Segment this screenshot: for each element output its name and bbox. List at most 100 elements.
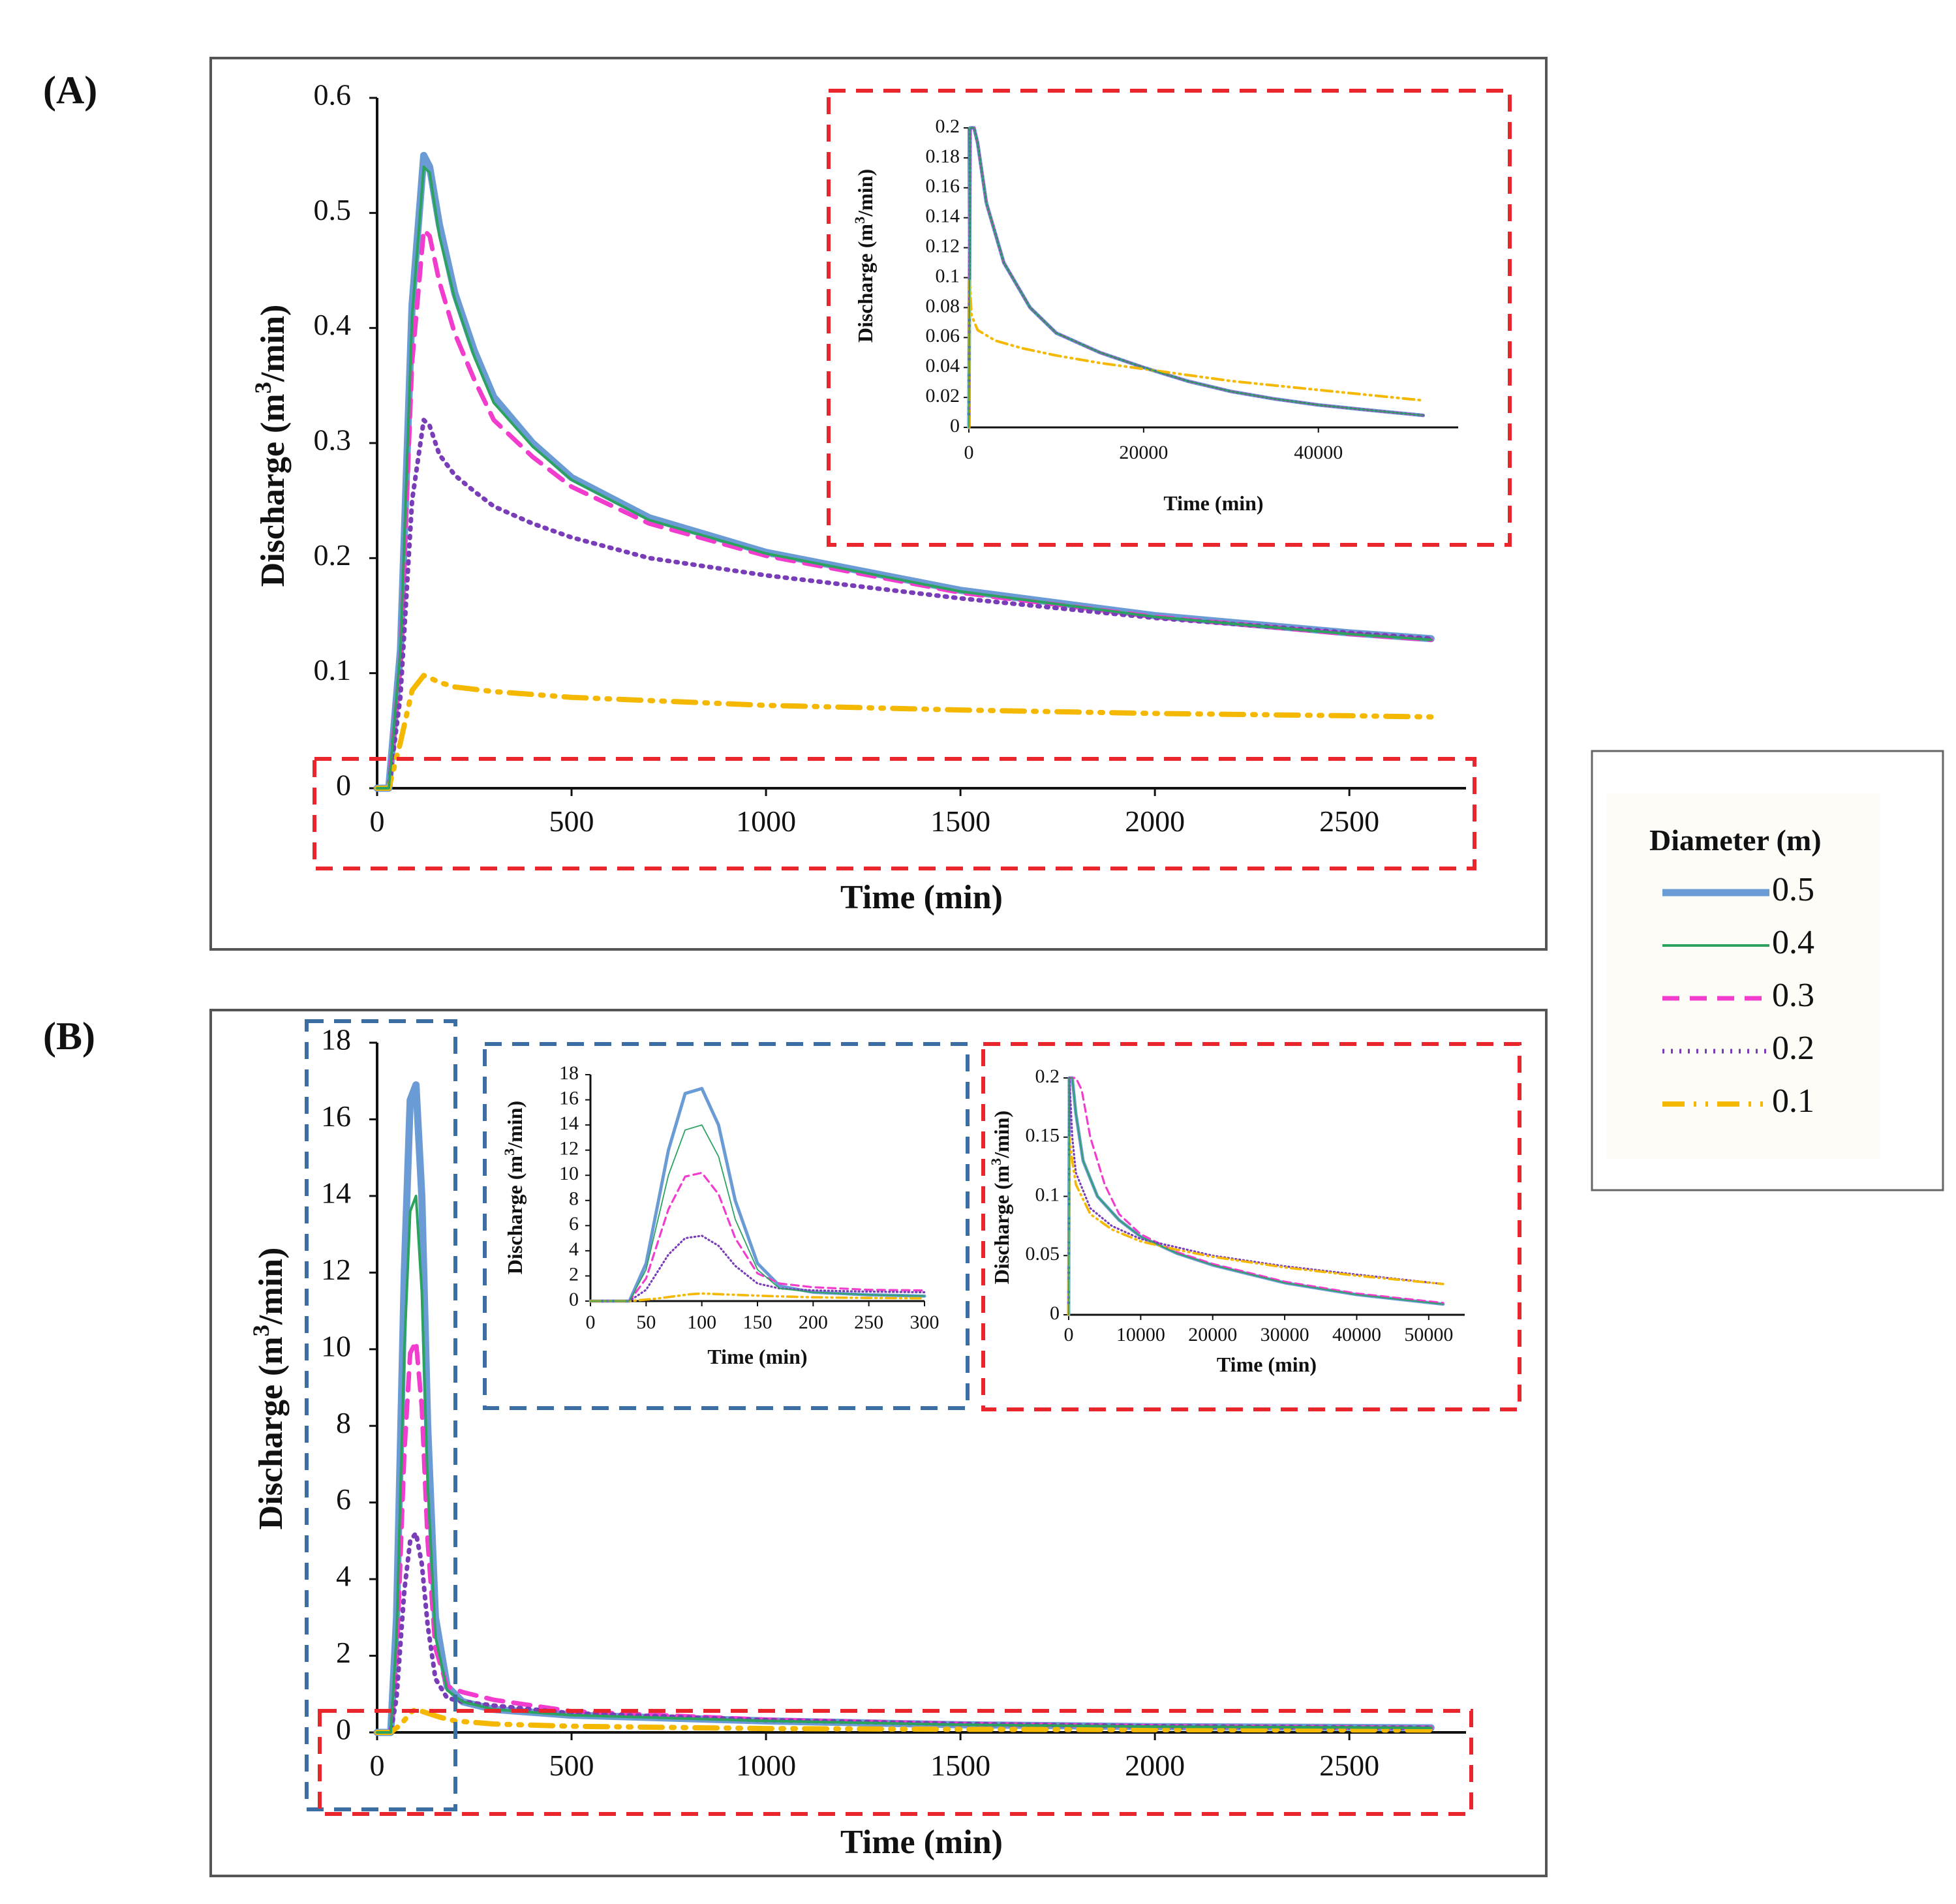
x-tick-label: 500 — [549, 805, 594, 838]
y-tick-label: 10 — [559, 1163, 579, 1184]
x-tick-label: 50 — [636, 1312, 656, 1333]
panel-a-frame — [209, 57, 1548, 951]
y-tick-label: 10 — [321, 1329, 351, 1362]
y-tick-label: 8 — [336, 1406, 351, 1439]
x-tick-label: 250 — [854, 1312, 883, 1333]
series-line-03 — [1067, 1077, 1444, 1316]
x-tick-label: 1500 — [930, 1749, 990, 1782]
y-tick-label: 0.2 — [936, 115, 960, 137]
x-tick-label: 2000 — [1125, 1749, 1185, 1782]
x-tick-label: 200 — [799, 1312, 828, 1333]
y-tick-label: 16 — [559, 1087, 579, 1109]
y-tick-label: 0.4 — [314, 308, 352, 341]
legend-label-03: 0.3 — [1772, 977, 1814, 1014]
y-tick-label: 0.16 — [926, 176, 960, 197]
y-tick-label: 0.1 — [936, 265, 960, 286]
x-tick-label: 2000 — [1125, 805, 1185, 838]
y-tick-label: 0.1 — [314, 653, 352, 686]
chart-b-inset-right: 0 0.05 0.1 0.15 0.2 0 10000 20000 30000 40000 5000… — [988, 1066, 1465, 1376]
y-tick-label: 0 — [1050, 1302, 1060, 1324]
x-axis-title: Time (min) — [840, 879, 1003, 916]
y-axis-title: Discharge (m3/min) — [988, 1111, 1014, 1284]
y-tick-label: 0.3 — [314, 423, 352, 457]
y-tick-label: 18 — [321, 1023, 351, 1056]
y-tick-label: 4 — [336, 1559, 351, 1593]
y-tick-label: 0.2 — [1035, 1066, 1060, 1087]
y-tick-label: 0.12 — [926, 235, 960, 256]
y-axis-title: Discharge (m3/min) — [248, 1248, 290, 1530]
y-tick-label: 0.08 — [926, 295, 960, 316]
legend: Diameter (m) 0.5 0.4 0.3 0.2 0.1 — [1591, 750, 1944, 1191]
y-tick-label: 18 — [559, 1062, 579, 1084]
series-line-04 — [590, 1124, 925, 1302]
y-tick-label: 4 — [569, 1238, 579, 1260]
series-line-01 — [1067, 1136, 1444, 1316]
legend-items: 0.5 0.4 0.3 0.2 0.1 — [1662, 871, 1814, 1120]
legend-label-04: 0.4 — [1772, 924, 1814, 961]
panel-a: (A) 0 0.1 0.2 0.3 0.4 0.5 0.6 0 500 1000 1500 2000 2… — [43, 57, 1548, 951]
chart-b-inset-left: 0 2 4 6 8 10 12 14 16 18 0 50 100 150 200 250 300 Time (m… — [501, 1062, 940, 1368]
y-tick-label: 16 — [321, 1099, 351, 1133]
legend-label-02: 0.2 — [1772, 1030, 1814, 1067]
y-tick-label: 14 — [559, 1113, 579, 1134]
y-axis-title: Discharge (m3/min) — [851, 169, 878, 343]
y-tick-label: 0.14 — [926, 206, 960, 227]
y-tick-label: 12 — [321, 1253, 351, 1286]
y-tick-label: 2 — [336, 1636, 351, 1669]
series-line-01 — [968, 279, 1425, 429]
y-tick-label: 0.15 — [1026, 1125, 1060, 1146]
x-axis-title: Time (min) — [1163, 491, 1263, 515]
x-tick-label: 300 — [910, 1312, 940, 1333]
x-tick-label: 0 — [370, 1749, 385, 1782]
x-tick-label: 20000 — [1188, 1324, 1237, 1345]
x-tick-label: 10000 — [1116, 1324, 1165, 1345]
x-tick-label: 40000 — [1294, 442, 1343, 463]
x-tick-label: 1000 — [736, 1749, 796, 1782]
y-axis-title: Discharge (m3/min) — [250, 305, 292, 587]
panel-b-right-inset-frame — [981, 1042, 1521, 1411]
y-tick-label: 2 — [569, 1263, 579, 1285]
x-tick-label: 500 — [549, 1749, 594, 1782]
y-tick-label: 0.6 — [314, 78, 352, 112]
x-tick-label: 20000 — [1119, 442, 1168, 463]
series-line-01 — [589, 1292, 926, 1302]
x-tick-label: 2500 — [1319, 805, 1379, 838]
series-line-01 — [374, 1706, 1434, 1735]
y-tick-label: 12 — [559, 1138, 579, 1159]
y-tick-label: 8 — [569, 1188, 579, 1210]
y-tick-label: 0 — [336, 769, 351, 802]
panel-b-zero-highlight — [318, 1709, 1473, 1816]
y-tick-label: 0 — [569, 1289, 579, 1310]
panel-b-frame — [209, 1009, 1548, 1877]
x-tick-label: 50000 — [1404, 1324, 1453, 1345]
y-tick-label: 6 — [336, 1482, 351, 1516]
x-tick-label: 1000 — [736, 805, 796, 838]
x-tick-label: 0 — [370, 805, 385, 838]
series-line-02 — [374, 1531, 1433, 1735]
y-tick-label: 14 — [321, 1176, 351, 1209]
chart-a-inset: 0 0.02 0.04 0.06 0.08 0.1 0.12 0.14 0.16 0.18 0.2 0… — [851, 115, 1458, 515]
panel-a-zero-highlight — [313, 757, 1476, 870]
x-tick-label: 2500 — [1319, 1749, 1379, 1782]
x-tick-label: 0 — [964, 442, 974, 463]
series-line-02 — [374, 418, 1433, 791]
panel-a-label: (A) — [43, 69, 97, 112]
x-tick-label: 0 — [1064, 1324, 1074, 1345]
x-axis-title: Time (min) — [840, 1824, 1003, 1861]
series-line-04 — [376, 1194, 1433, 1734]
y-tick-label: 0 — [336, 1713, 351, 1746]
chart-a-main: 0 0.1 0.2 0.3 0.4 0.5 0.6 0 500 1000 1500 2000 2500 T… — [250, 78, 1466, 916]
x-tick-label: 100 — [687, 1312, 716, 1333]
series-line-03 — [589, 1171, 926, 1302]
series-line-02 — [589, 1235, 926, 1302]
legend-label-01: 0.1 — [1772, 1083, 1814, 1120]
series-line-04 — [376, 165, 1433, 790]
panel-a-inset-frame — [827, 89, 1512, 547]
y-tick-label: 0.18 — [926, 146, 960, 167]
y-tick-label: 0.02 — [926, 385, 960, 407]
panel-b-left-inset-frame — [483, 1042, 970, 1410]
legend-label-05: 0.5 — [1772, 871, 1814, 908]
y-tick-label: 0.2 — [314, 538, 352, 572]
